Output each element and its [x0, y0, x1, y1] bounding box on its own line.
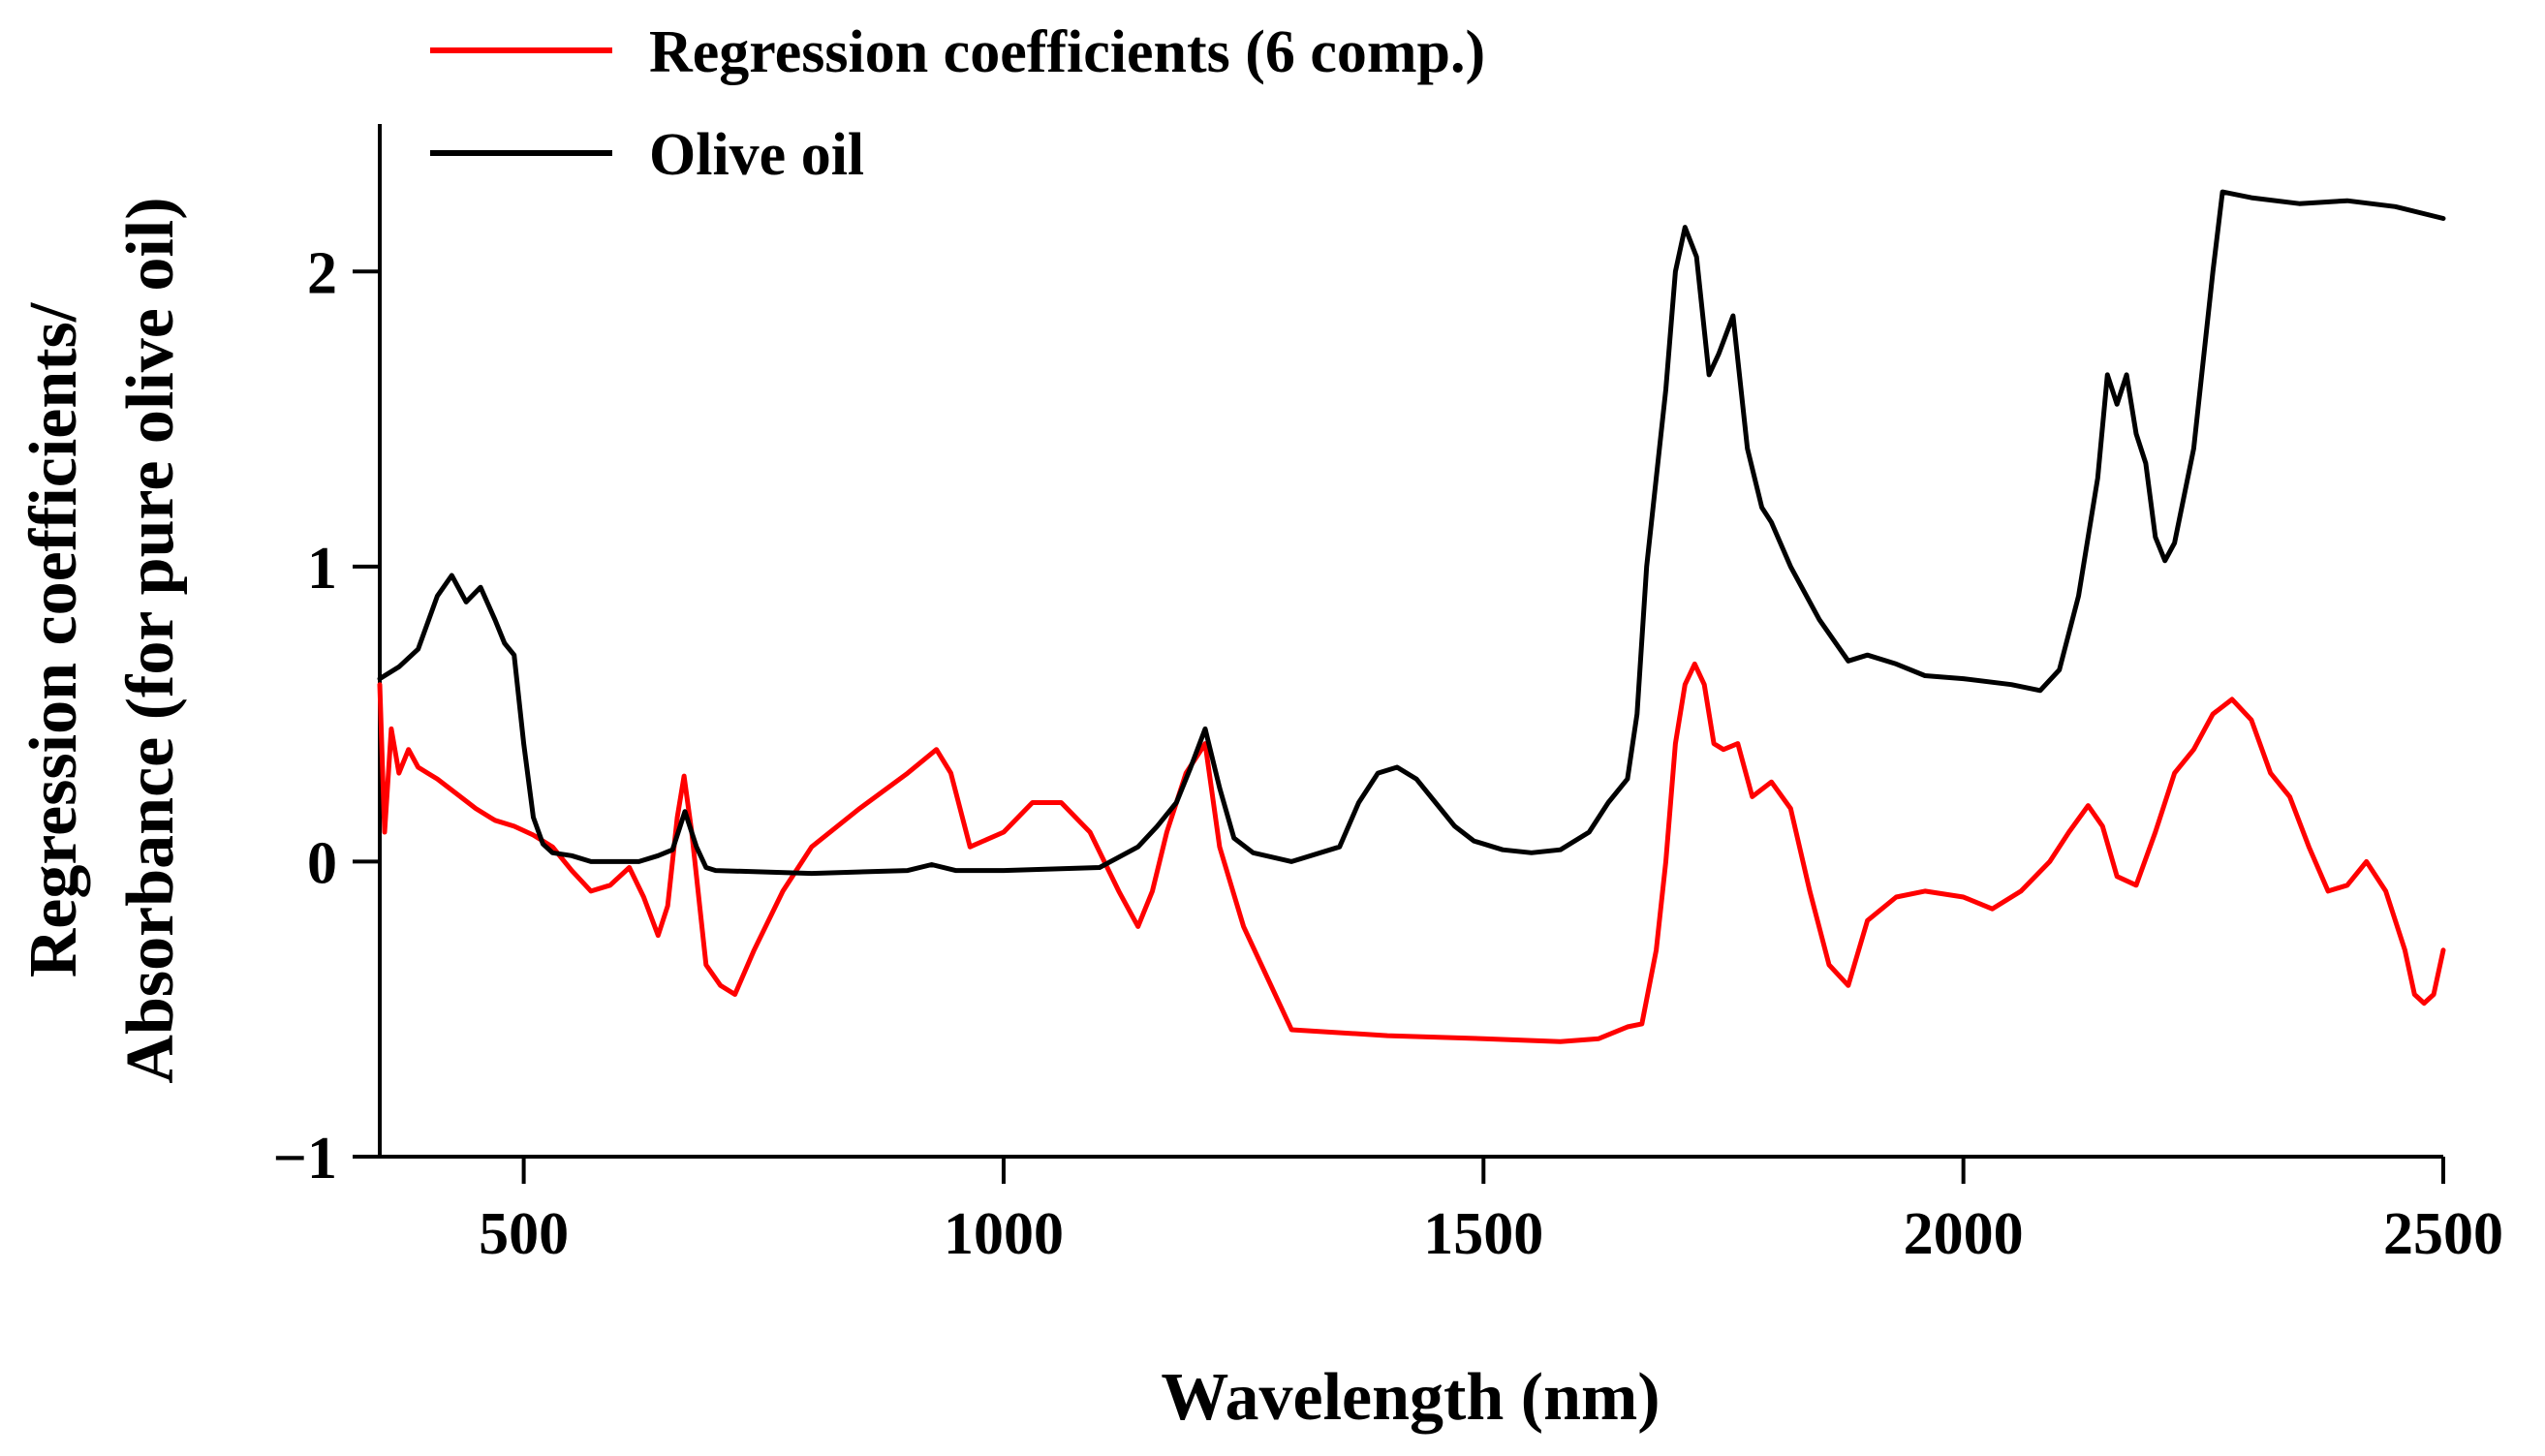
legend-label-olive: Olive oil	[649, 122, 864, 188]
x-tick-label: 2500	[2383, 1201, 2503, 1267]
x-ticks: 500 1000 1500 2000 2500	[479, 1157, 2503, 1267]
x-tick-label: 2000	[1904, 1201, 2024, 1267]
x-tick-label: 1000	[944, 1201, 1064, 1267]
y-axis-title-line2: Absorbance (for pure olive oil)	[113, 197, 188, 1083]
series-line-regression	[377, 661, 2446, 1044]
axes	[378, 124, 2443, 1159]
series-layer	[377, 189, 2446, 1044]
y-tick-label: −1	[273, 1126, 337, 1192]
x-tick-label: 1500	[1423, 1201, 1543, 1267]
series-line-olive-oil	[377, 189, 2446, 877]
legend-label-regression: Regression coefficients (6 comp.)	[649, 19, 1485, 85]
y-tick-label: 2	[307, 240, 337, 306]
legend: Regression coefficients (6 comp.) Olive …	[430, 19, 1485, 188]
x-axis-title: Wavelength (nm)	[1161, 1360, 1660, 1435]
y-ticks: −1 0 1 2	[273, 240, 380, 1192]
x-tick-label: 500	[479, 1201, 569, 1267]
y-tick-label: 0	[307, 830, 337, 896]
y-tick-label: 1	[307, 536, 337, 602]
y-axis-title-line1: Regression coefficients/	[16, 301, 91, 977]
